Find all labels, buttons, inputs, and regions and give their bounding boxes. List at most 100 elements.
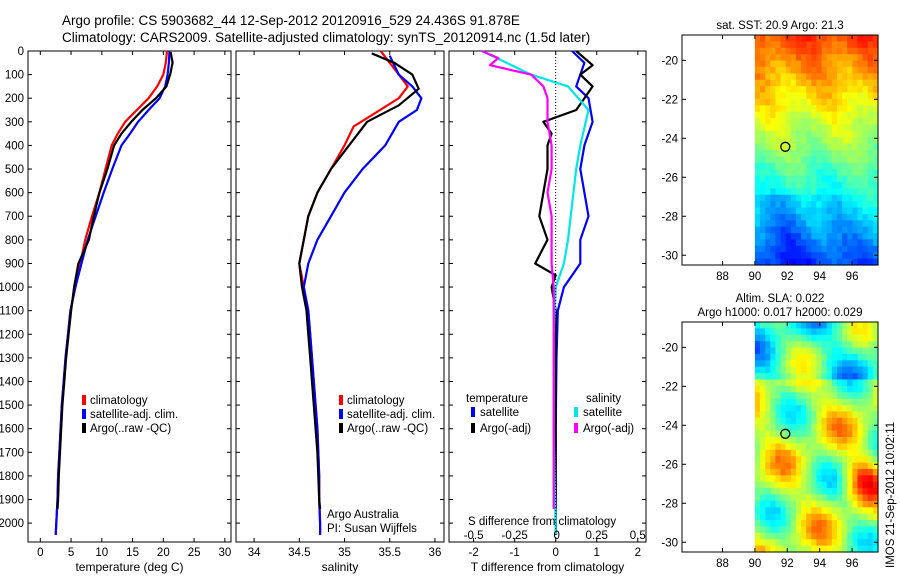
map-cell (780, 494, 787, 502)
map-cell (790, 500, 797, 508)
map-cell (760, 488, 766, 496)
map-cell (775, 507, 782, 515)
map-cell (760, 92, 766, 100)
map-cell (801, 66, 807, 74)
map-cell (852, 252, 859, 260)
map-cell (795, 417, 802, 425)
map-cell (857, 373, 864, 381)
map-cell (857, 92, 864, 100)
map-cell (857, 526, 864, 534)
map-cell (872, 143, 879, 151)
map-cell (801, 353, 807, 361)
map-cell (760, 245, 766, 253)
map-cell (867, 360, 874, 368)
map-cell (842, 545, 848, 553)
map-cell (852, 181, 859, 189)
map-cell (806, 494, 812, 502)
map-cell (847, 245, 853, 253)
map-cell (872, 456, 879, 464)
map-cell (842, 98, 848, 106)
map-cell (760, 137, 766, 145)
map-cell (857, 137, 864, 145)
axes-frame (27, 50, 232, 543)
map-cell (847, 520, 853, 528)
y-tick-label: 1200 (0, 329, 24, 341)
map-cell (790, 188, 797, 196)
map-cell (780, 124, 787, 132)
map-cell (765, 252, 771, 260)
map-cell (795, 430, 802, 438)
map-cell (862, 188, 869, 196)
map-cell (765, 462, 771, 470)
map-cell (837, 360, 843, 368)
map-cell (801, 385, 807, 393)
map-cell (857, 347, 864, 355)
map-cell (821, 341, 828, 349)
x-tick-label: 10 (95, 547, 108, 559)
map-cell (765, 526, 771, 534)
map-cell (867, 456, 874, 464)
map-cell (785, 366, 792, 374)
map-cell (801, 373, 807, 381)
map-cell (806, 392, 812, 400)
map-cell (852, 124, 859, 132)
map-cell (867, 475, 874, 483)
map-cell (837, 392, 843, 400)
map-cell (760, 405, 766, 413)
map-cell (780, 507, 787, 515)
map-cell (837, 424, 843, 432)
map-cell (831, 105, 838, 113)
map-cell (826, 462, 833, 470)
map-cell (780, 207, 787, 215)
map-cell (801, 124, 807, 132)
map-cell (795, 379, 802, 387)
map-cell (780, 105, 787, 113)
map-cell (780, 188, 787, 196)
map-cell (775, 430, 782, 438)
map-cell (765, 500, 771, 508)
map-cell (770, 54, 776, 62)
x-tick-label: 88 (716, 558, 729, 570)
map-cell (847, 194, 853, 202)
map-cell (831, 169, 838, 177)
map-cell (770, 194, 776, 202)
map-cell (831, 520, 838, 528)
map-cell (867, 47, 874, 55)
map-cell (852, 322, 859, 329)
map-cell (872, 488, 879, 496)
map-cell (862, 398, 869, 406)
map-cell (852, 156, 859, 164)
map-cell (790, 79, 797, 87)
map-cell (862, 156, 869, 164)
map-cell (811, 532, 817, 540)
map-cell (847, 181, 853, 189)
map-cell (826, 156, 833, 164)
map-cell (837, 169, 843, 177)
map-cell (872, 54, 879, 62)
y-tick-label: -24 (661, 420, 678, 432)
map-cell (847, 66, 853, 74)
map-cell (852, 385, 859, 393)
x-tick-label: 0 (553, 547, 559, 559)
map-cell (862, 258, 869, 266)
map-cell (852, 328, 859, 336)
map-cell (795, 213, 802, 221)
map-cell (867, 98, 874, 106)
map-cell (785, 449, 792, 457)
map-cell (770, 92, 776, 100)
map-cell (847, 360, 853, 368)
map-cell (765, 545, 771, 553)
map-cell (842, 411, 848, 419)
map-cell (826, 494, 833, 502)
map-cell (842, 513, 848, 521)
map-cell (821, 366, 828, 374)
map-cell (790, 341, 797, 349)
map-cell (806, 105, 812, 113)
map-cell (872, 137, 879, 145)
map-cell (801, 239, 807, 247)
map-cell (770, 156, 776, 164)
map-cell (867, 488, 874, 496)
map-cell (831, 373, 838, 381)
map-cell (867, 73, 874, 81)
map-cell (754, 130, 761, 138)
